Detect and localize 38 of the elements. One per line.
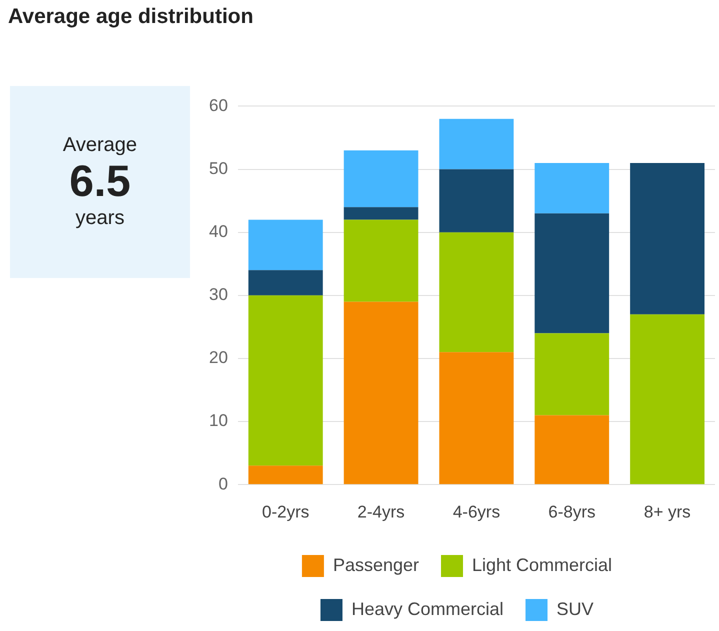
- x-tick-label: 8+ yrs: [644, 502, 691, 522]
- y-tick-label: 60: [208, 96, 228, 115]
- text: Average: [62, 134, 138, 157]
- y-tick-label: 50: [208, 158, 228, 178]
- x-tick-label: 2-4yrs: [357, 502, 405, 522]
- y-tick-label: 20: [208, 348, 228, 368]
- y-tick-label: 0: [218, 474, 228, 494]
- bar: [344, 207, 418, 220]
- bar: [344, 150, 418, 208]
- x-tick-label: 4-6yrs: [452, 502, 500, 522]
- y-tick-label: 10: [208, 411, 228, 430]
- bar: [248, 466, 323, 484]
- bar: [439, 169, 514, 232]
- y-tick-label: 30: [208, 285, 228, 304]
- x-tick-label: 0-2yrs: [262, 502, 310, 522]
- legend-label: Passenger: [332, 554, 420, 575]
- bar: [630, 162, 705, 314]
- legend-label: Light Commercial: [472, 554, 612, 575]
- bar: [439, 118, 514, 170]
- bar: [534, 415, 610, 484]
- bar: [248, 220, 323, 270]
- bar: [439, 232, 514, 352]
- x-tick-label: 6-8yrs: [548, 502, 596, 522]
- legend-label: Heavy Commercial: [351, 598, 504, 619]
- y-tick-label: 40: [208, 222, 228, 242]
- text: years: [76, 207, 124, 230]
- bar: [248, 295, 323, 466]
- bar: [439, 352, 514, 484]
- chart-title: Average age distribution: [8, 5, 254, 29]
- text: 6.5: [69, 156, 131, 208]
- bar: [344, 220, 418, 302]
- bar: [534, 162, 610, 214]
- bar: [630, 314, 705, 484]
- bar: [344, 302, 418, 484]
- bar: [534, 213, 610, 334]
- bar: [248, 270, 323, 296]
- bar: [534, 333, 610, 416]
- legend-label: SUV: [556, 598, 594, 619]
